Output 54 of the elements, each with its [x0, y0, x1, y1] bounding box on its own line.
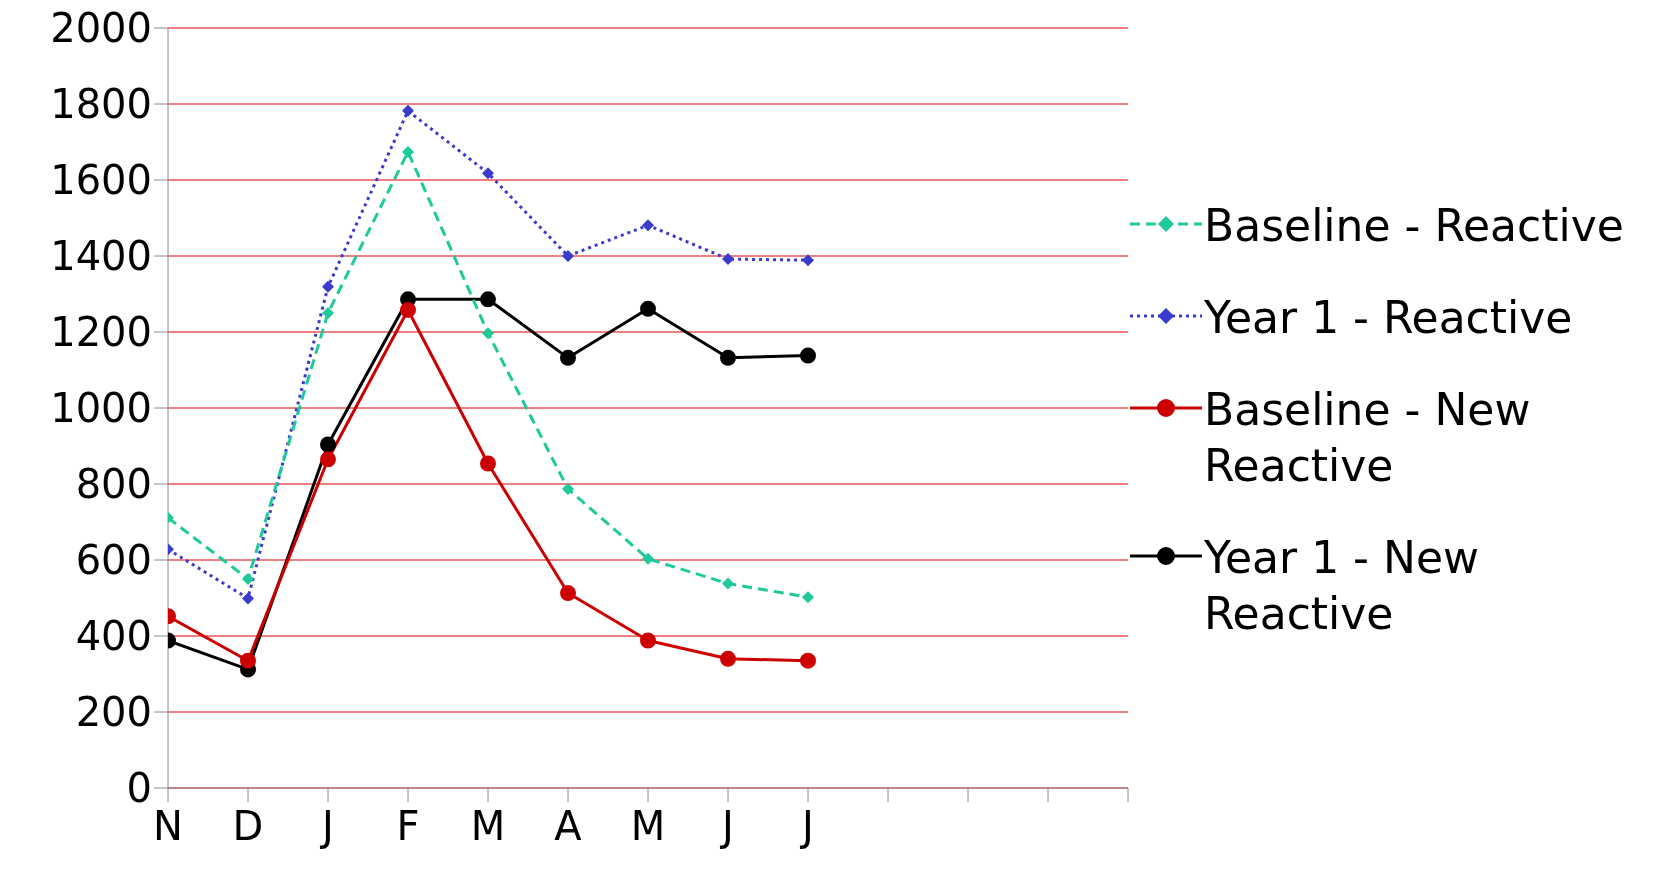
legend-label: Year 1 - Reactive	[1204, 291, 1573, 345]
point	[480, 455, 496, 472]
y-tick-label: 2000	[50, 5, 152, 52]
y-tick-label: 0	[126, 765, 152, 812]
y-tick-label: 400	[75, 613, 152, 660]
point	[720, 650, 736, 667]
x-tick-label: A	[554, 803, 583, 850]
point	[800, 347, 816, 364]
point	[642, 219, 654, 232]
legend-label: Year 1 - New Reactive	[1204, 531, 1480, 641]
point	[482, 167, 494, 180]
point	[402, 104, 414, 117]
point	[240, 652, 256, 669]
point	[402, 145, 414, 158]
legend-label: Baseline - New Reactive	[1204, 383, 1532, 493]
x-tick-label: N	[153, 803, 183, 850]
x-tick-label: D	[232, 803, 264, 850]
point	[560, 585, 576, 602]
point	[802, 254, 814, 267]
point	[562, 250, 574, 262]
point	[400, 301, 416, 318]
x-tick-label: M	[470, 803, 506, 850]
y-tick-label: 1400	[50, 233, 152, 280]
y-tick-label: 1600	[50, 157, 152, 204]
y-tick-label: 200	[75, 689, 152, 736]
point	[242, 592, 254, 605]
x-tick-label: J	[719, 803, 734, 850]
point	[242, 573, 254, 585]
point	[642, 552, 654, 565]
point	[640, 632, 656, 649]
y-tick-label: 1200	[50, 309, 152, 356]
point	[562, 482, 574, 495]
y-tick-label: 1800	[50, 81, 152, 128]
point	[320, 436, 336, 453]
point	[480, 291, 496, 308]
x-tick-label: J	[319, 803, 334, 850]
point	[722, 577, 734, 590]
y-tick-label: 600	[75, 537, 152, 584]
point	[720, 349, 736, 366]
legend-label: Baseline - Reactive	[1204, 199, 1624, 253]
point	[322, 280, 334, 293]
point	[640, 300, 656, 317]
point	[802, 591, 814, 604]
point	[722, 253, 734, 266]
point	[482, 327, 494, 340]
x-tick-label: F	[396, 803, 420, 850]
x-tick-label: J	[799, 803, 814, 850]
y-tick-label: 1000	[50, 385, 152, 432]
point	[322, 307, 334, 319]
point	[560, 349, 576, 366]
y-tick-label: 800	[75, 461, 152, 508]
point	[800, 652, 816, 669]
point	[320, 451, 336, 468]
x-tick-label: M	[630, 803, 666, 850]
